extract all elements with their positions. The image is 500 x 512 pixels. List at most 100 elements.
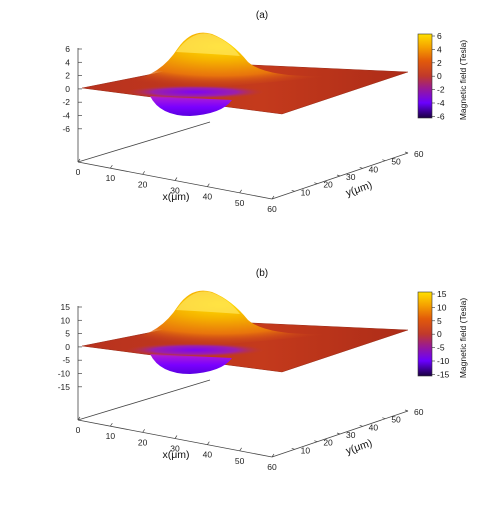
y-tick-label: 50 [391, 415, 401, 425]
z-tick-label: -2 [62, 97, 70, 107]
chart-title: (a) [256, 10, 268, 21]
colorbar-tick-label: 0 [437, 329, 442, 339]
x-tick-mark [239, 189, 242, 194]
x-tick-mark [207, 183, 210, 187]
colorbar-tick-label: 10 [437, 302, 447, 312]
y-tick-mark [314, 182, 318, 184]
x-tick-mark [142, 171, 145, 175]
colorbar-tick-label: -4 [437, 98, 445, 108]
y-tick-label: 10 [301, 187, 311, 197]
y-tick-mark [336, 432, 341, 435]
y-tick-label: 30 [346, 172, 356, 182]
z-tick-label: 0 [65, 342, 70, 352]
x-tick-label: 0 [76, 425, 81, 435]
colorbar-tick-label: -10 [437, 356, 450, 366]
x-tick-label: 20 [138, 179, 148, 189]
surface-peak [130, 32, 330, 89]
colorbar-tick-label: -15 [437, 369, 450, 379]
y-tick-label: 20 [323, 180, 333, 190]
y-axis-label: y(μm) [344, 179, 373, 199]
surface-negative-band [125, 85, 265, 99]
x-tick-mark [174, 177, 178, 181]
y-tick-label: 60 [414, 149, 424, 159]
z-tick-label: -5 [62, 355, 70, 365]
y-tick-label: 60 [414, 407, 424, 417]
y-axis-label: y(μm) [344, 437, 373, 457]
x-tick-mark [271, 453, 275, 458]
x-tick-label: 50 [235, 456, 245, 466]
x-tick-mark [239, 447, 242, 452]
y-tick-mark [404, 409, 409, 412]
chart-title: (b) [256, 268, 268, 279]
z-tick-label: 4 [65, 57, 70, 67]
x-tick-mark [207, 441, 210, 445]
colorbar [417, 291, 433, 377]
back-floor-line [77, 379, 211, 421]
y-tick-mark [291, 190, 295, 192]
z-tick-label: -6 [62, 124, 70, 134]
x-tick-label: 20 [138, 437, 148, 447]
surface-peak-highlight [176, 291, 240, 314]
y-tick-label: 40 [369, 422, 379, 432]
chart-panel-b: (b)151050-5-10-1501020304050601020304050… [58, 268, 468, 472]
x-tick-label: 40 [203, 192, 213, 202]
z-tick-label: -4 [62, 111, 70, 121]
y-tick-mark [336, 174, 341, 177]
chart-panel-a: (a)6420-2-4-60102030405060102030405060x(… [62, 10, 468, 214]
x-tick-label: 60 [267, 462, 277, 472]
colorbar-tick-label: 4 [437, 44, 442, 54]
x-tick-label: 10 [106, 431, 116, 441]
y-tick-label: 20 [323, 438, 333, 448]
z-tick-label: 0 [65, 84, 70, 94]
y-tick-label: 50 [391, 157, 401, 167]
z-tick-label: -10 [58, 369, 71, 379]
x-tick-mark [142, 429, 145, 433]
x-tick-label: 30 [170, 186, 180, 196]
x-axis-label: x(μm) [162, 449, 189, 461]
colorbar-tick-label: 15 [437, 289, 447, 299]
y-tick-label: 10 [301, 445, 311, 455]
x-axis-label: x(μm) [162, 191, 189, 203]
colorbar-label: Magnetic field (Tesla) [458, 40, 468, 120]
colorbar-tick-label: -5 [437, 343, 445, 353]
colorbar-label: Magnetic field (Tesla) [458, 298, 468, 378]
z-tick-label: 6 [65, 44, 70, 54]
x-tick-label: 30 [170, 444, 180, 454]
surface-negative-band [125, 343, 265, 357]
x-tick-label: 40 [203, 450, 213, 460]
y-tick-mark [382, 159, 386, 161]
x-tick-label: 0 [76, 167, 81, 177]
z-tick-label: 5 [65, 329, 70, 339]
z-tick-label: 2 [65, 71, 70, 81]
x-tick-mark [110, 422, 113, 427]
y-tick-label: 40 [369, 164, 379, 174]
x-tick-mark [110, 164, 113, 169]
y-tick-mark [291, 448, 295, 450]
surface-trough [150, 354, 232, 374]
x-tick-mark [174, 435, 178, 439]
y-tick-mark [359, 167, 363, 169]
y-tick-mark [404, 151, 409, 154]
colorbar-tick-label: 5 [437, 316, 442, 326]
y-tick-mark [382, 417, 386, 419]
z-tick-label: 15 [61, 302, 71, 312]
z-tick-label: -15 [58, 382, 71, 392]
surface-peak-highlight [176, 33, 240, 56]
x-tick-mark [271, 195, 275, 200]
x-tick-label: 50 [235, 198, 245, 208]
colorbar-tick-label: -6 [437, 111, 445, 121]
surface-trough [150, 96, 232, 116]
z-tick-label: 10 [61, 315, 71, 325]
y-tick-mark [359, 425, 363, 427]
colorbar-tick-label: 2 [437, 58, 442, 68]
x-tick-label: 10 [106, 173, 116, 183]
colorbar-tick-label: 0 [437, 71, 442, 81]
y-tick-mark [314, 440, 318, 442]
x-tick-mark [77, 416, 81, 421]
colorbar-tick-label: 6 [437, 31, 442, 41]
back-floor-line [77, 121, 211, 163]
y-tick-label: 30 [346, 430, 356, 440]
x-tick-label: 60 [267, 204, 277, 214]
colorbar [417, 33, 433, 119]
